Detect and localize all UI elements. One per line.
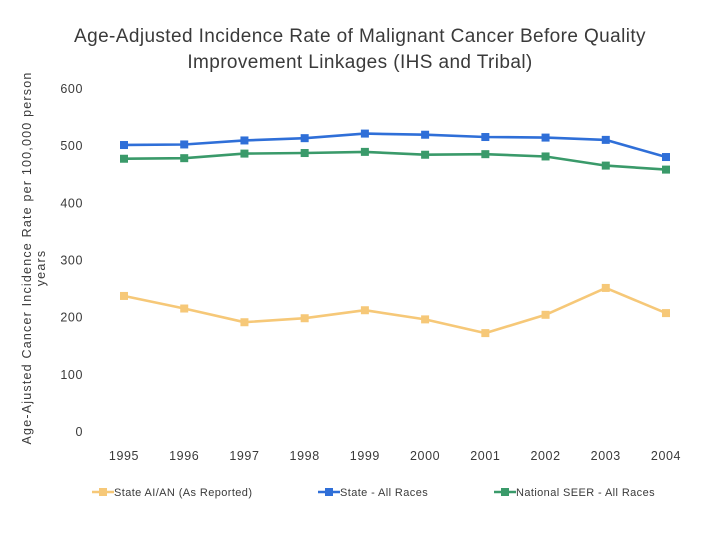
data-point [601,135,610,144]
series-line [123,150,667,171]
x-tick-label: 2002 [530,449,560,463]
data-point [662,165,670,174]
x-tick-label: 2001 [470,449,500,463]
legend-item: State - All Races [318,487,428,499]
data-point [421,315,430,324]
y-tick-label: 300 [60,254,83,268]
data-point [421,130,430,139]
data-point [481,150,490,159]
chart-title-line-2: Improvement Linkages (IHS and Tribal) [187,52,532,73]
series-lines [120,129,670,338]
y-axis-label: Age-Ajusted Cancer Incidence Rate per 10… [20,71,48,444]
series-line [123,286,667,335]
legend-item: National SEER - All Races [494,487,655,499]
x-tick-label: 2000 [410,449,440,463]
data-point [601,161,610,170]
chart-title: Age-Adjusted Incidence Rate of Malignant… [74,26,646,73]
data-point [300,314,309,323]
y-tick-label: 500 [60,139,83,153]
data-point [180,304,189,313]
y-axis-label-line-2: years [34,250,48,287]
chart-title-line-1: Age-Adjusted Incidence Rate of Malignant… [74,26,646,47]
x-tick-label: 1996 [169,449,199,463]
y-tick-label: 0 [75,425,83,439]
data-point [662,153,670,162]
y-tick-label: 100 [60,368,83,382]
x-tick-label: 1999 [350,449,380,463]
x-tick-label: 2004 [651,449,681,463]
y-tick-label: 600 [60,82,83,96]
series-1 [120,283,670,338]
x-tick-label: 1995 [109,449,139,463]
data-point [481,329,490,338]
series-3 [120,147,670,174]
x-tick-label: 2003 [591,449,621,463]
y-axis-label-line-1: Age-Ajusted Cancer Incidence Rate per 10… [20,71,34,444]
data-point [481,133,490,142]
data-point [240,149,249,158]
x-tick-label: 1998 [290,449,320,463]
data-point [541,310,550,319]
data-point [360,129,369,138]
legend-swatch-marker [99,488,107,496]
data-point [180,154,189,163]
data-point [240,136,249,145]
data-point [662,309,670,318]
y-axis-ticks: 0 100 200 300 400 500 600 [60,82,83,439]
data-point [180,140,189,149]
series-line [123,132,667,159]
data-point [120,291,128,300]
legend-label: State AI/AN (As Reported) [114,487,252,499]
legend-swatch-marker [501,488,509,496]
data-point [360,147,369,156]
x-tick-label: 1997 [229,449,259,463]
legend-label: National SEER - All Races [516,487,655,499]
legend-item: State AI/AN (As Reported) [92,487,252,499]
data-point [120,141,128,150]
data-point [120,154,128,163]
data-point [240,318,249,327]
data-point [601,283,610,292]
legend-label: State - All Races [340,487,428,499]
data-point [541,133,550,142]
data-point [541,152,550,161]
series-2 [120,129,670,162]
legend-swatch-marker [325,488,333,496]
legend: State AI/AN (As Reported) State - All Rac… [92,487,655,499]
y-tick-label: 200 [60,311,83,325]
x-axis-ticks: 1995 1996 1997 1998 1999 2000 2001 2002 2003 2004 [109,449,681,463]
data-point [360,306,369,315]
data-point [300,134,309,143]
data-point [421,150,430,159]
y-tick-label: 400 [60,196,83,210]
data-point [300,149,309,158]
